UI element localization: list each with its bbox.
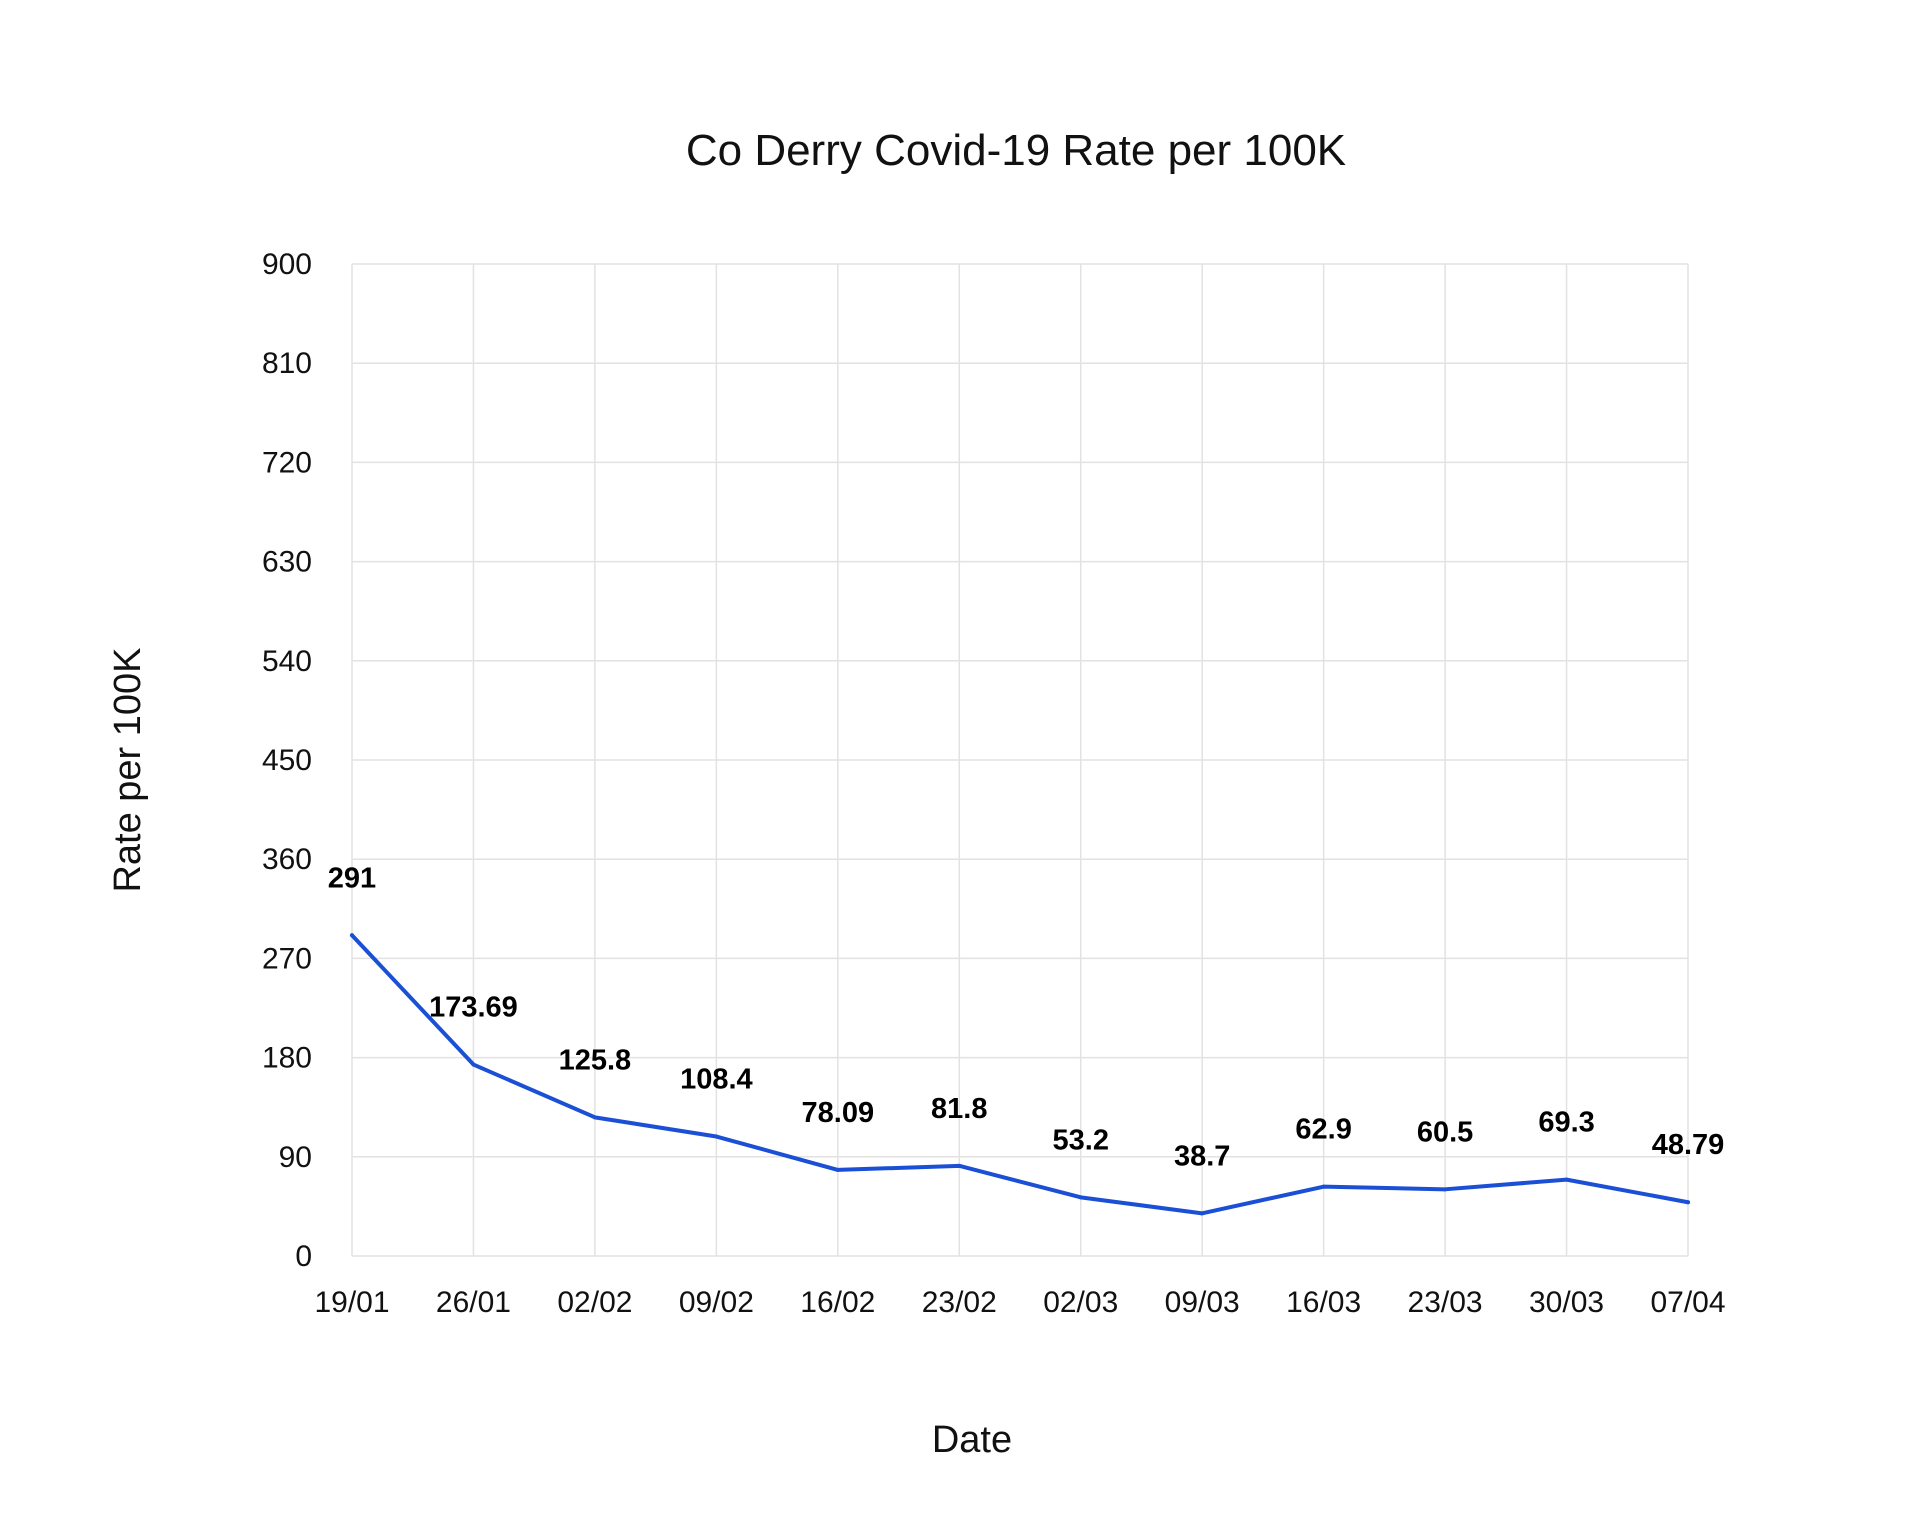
grid <box>351 263 1689 1257</box>
data-point <box>471 1062 476 1067</box>
y-tick-label: 270 <box>262 942 312 975</box>
data-point <box>714 1134 719 1139</box>
x-axis-title: Date <box>932 1419 1012 1461</box>
x-tick-label: 30/03 <box>1529 1286 1604 1319</box>
data-label: 291 <box>328 862 376 894</box>
data-label: 38.7 <box>1174 1140 1230 1172</box>
x-tick-label: 09/02 <box>679 1286 754 1319</box>
x-axis-ticks: 19/01 26/01 02/02 09/02 16/02 23/02 02/03 09/03… <box>314 1286 1725 1319</box>
data-label: 53.2 <box>1053 1124 1109 1156</box>
y-tick-label: 0 <box>295 1240 312 1273</box>
data-point <box>1686 1200 1690 1205</box>
data-point <box>1443 1187 1448 1192</box>
x-tick-label: 26/01 <box>436 1286 511 1319</box>
data-labels: 291 173.69 125.8 108.4 78.09 81.8 53.2 38.7 62.9… <box>328 862 1724 1172</box>
data-point <box>592 1115 597 1120</box>
y-tick-label: 900 <box>262 248 312 281</box>
y-tick-label: 720 <box>262 446 312 479</box>
data-label: 60.5 <box>1417 1116 1473 1148</box>
y-tick-label: 180 <box>262 1042 312 1075</box>
x-tick-label: 02/02 <box>557 1286 632 1319</box>
y-tick-label: 450 <box>262 744 312 777</box>
chart-title: Co Derry Covid-19 Rate per 100K <box>686 126 1346 175</box>
data-point <box>835 1167 840 1172</box>
data-label: 108.4 <box>680 1064 753 1096</box>
data-label: 125.8 <box>559 1044 632 1076</box>
y-tick-label: 540 <box>262 645 312 678</box>
x-tick-label: 07/04 <box>1650 1286 1725 1319</box>
data-point <box>1078 1195 1083 1200</box>
data-label: 173.69 <box>429 992 518 1024</box>
x-tick-label: 02/03 <box>1043 1286 1118 1319</box>
y-tick-label: 810 <box>262 347 312 380</box>
data-point <box>957 1163 962 1168</box>
series-layer <box>350 933 1690 1216</box>
data-label: 78.09 <box>802 1097 875 1129</box>
x-tick-label: 23/02 <box>922 1286 997 1319</box>
data-label: 48.79 <box>1652 1129 1725 1161</box>
y-axis-title: Rate per 100K <box>107 647 149 892</box>
x-tick-label: 23/03 <box>1408 1286 1483 1319</box>
x-tick-label: 16/02 <box>800 1286 875 1319</box>
x-tick-label: 09/03 <box>1165 1286 1240 1319</box>
data-label: 62.9 <box>1295 1114 1351 1146</box>
y-axis-ticks: 0 90 180 270 360 450 540 630 720 810 900 <box>262 248 312 1273</box>
data-point <box>1564 1177 1569 1182</box>
data-point <box>350 933 354 938</box>
data-label: 69.3 <box>1538 1107 1594 1139</box>
series-line <box>350 933 1690 1216</box>
y-tick-label: 630 <box>262 546 312 579</box>
y-tick-label: 360 <box>262 843 312 876</box>
data-label: 81.8 <box>931 1093 987 1125</box>
data-point <box>1321 1184 1326 1189</box>
x-tick-label: 19/01 <box>314 1286 389 1319</box>
y-tick-label: 90 <box>279 1141 312 1174</box>
data-point <box>1200 1211 1205 1216</box>
x-tick-label: 16/03 <box>1286 1286 1361 1319</box>
